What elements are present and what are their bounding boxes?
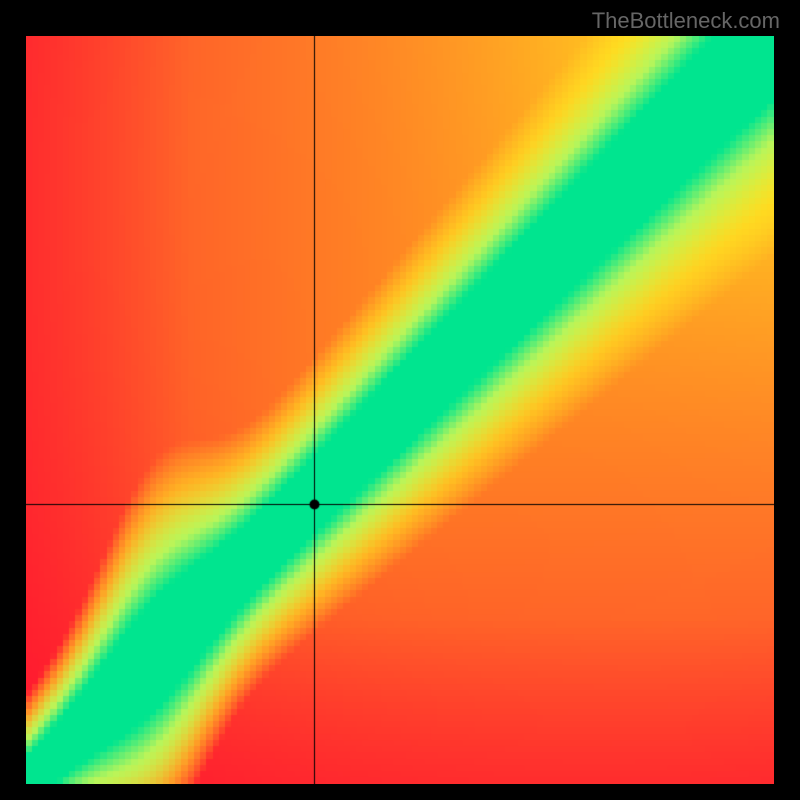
watermark-text: TheBottleneck.com [592, 8, 780, 34]
bottleneck-heatmap [26, 36, 774, 784]
